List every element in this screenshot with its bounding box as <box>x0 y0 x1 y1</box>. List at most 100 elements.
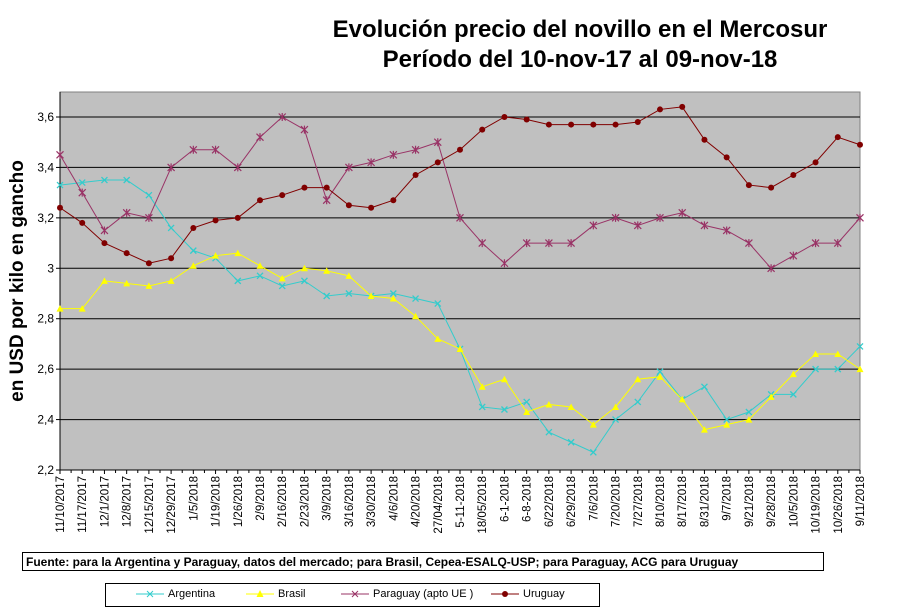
x-tick-label: 8/17/2018 <box>677 476 689 527</box>
data-point-argentina <box>745 408 753 416</box>
data-point-uruguay <box>745 182 752 189</box>
legend-item: Argentina <box>136 588 215 600</box>
data-point-brasil <box>767 393 775 400</box>
x-tick-label: 18/05/2018 <box>477 476 489 534</box>
data-point-brasil <box>367 292 375 300</box>
x-tick-label: 7/20/2018 <box>611 476 623 527</box>
data-point-uruguay <box>501 114 508 120</box>
data-point-argentina <box>323 292 331 300</box>
data-point-argentina <box>656 368 664 376</box>
data-point-argentina <box>478 403 486 411</box>
data-point-paraguay-apto-ue <box>300 125 309 134</box>
data-point-brasil <box>167 277 175 284</box>
data-point-paraguay-apto-ue <box>544 239 553 248</box>
x-tick-label: 2/23/2018 <box>299 476 311 527</box>
y-tick-label: 3,2 <box>37 211 54 225</box>
data-point-brasil <box>500 375 508 383</box>
data-point-argentina <box>412 295 420 303</box>
data-point-uruguay <box>279 192 286 199</box>
data-point-argentina <box>856 342 864 350</box>
legend-swatch-circle-icon <box>491 591 519 597</box>
data-point-paraguay-apto-ue <box>167 163 176 172</box>
legend-item: Paraguay (apto UE ) <box>341 588 473 600</box>
data-point-paraguay-apto-ue <box>56 150 64 159</box>
x-tick-label: 12/8/2017 <box>122 476 134 527</box>
data-point-uruguay <box>257 197 263 204</box>
data-point-brasil <box>212 252 220 259</box>
data-point-argentina <box>256 272 264 280</box>
x-tick-label: 11/10/2017 <box>55 476 67 533</box>
data-point-uruguay <box>768 184 775 191</box>
source-note: Fuente: para la Argentina y Paraguay, da… <box>22 552 824 571</box>
data-point-brasil <box>323 267 331 274</box>
data-point-brasil <box>189 262 197 269</box>
legend-label: Argentina <box>168 588 216 600</box>
data-point-paraguay-apto-ue <box>78 188 87 197</box>
data-point-brasil <box>434 335 442 342</box>
data-point-argentina <box>234 277 242 285</box>
data-point-uruguay <box>857 141 863 148</box>
data-point-paraguay-apto-ue <box>367 158 376 167</box>
data-point-brasil <box>278 274 286 282</box>
legend-swatch-triangle-icon <box>246 590 274 597</box>
data-point-argentina <box>56 181 64 189</box>
data-point-uruguay <box>457 146 463 153</box>
data-point-argentina <box>145 191 153 199</box>
data-point-argentina <box>567 438 575 446</box>
y-tick-label: 3 <box>47 261 54 275</box>
data-point-paraguay-apto-ue <box>411 145 420 154</box>
data-point-argentina <box>100 176 108 184</box>
data-point-brasil <box>789 370 797 378</box>
data-point-brasil <box>234 249 242 257</box>
legend-label: Uruguay <box>523 588 565 600</box>
data-point-brasil <box>856 365 864 373</box>
data-point-brasil <box>545 400 553 408</box>
data-point-argentina <box>812 365 820 373</box>
x-tick-label: 27/04/2018 <box>433 476 445 534</box>
legend: Argentina Brasil Paraguay (apto UE ) Urugua… <box>105 583 600 607</box>
x-tick-label: 6-1-2018 <box>499 476 511 522</box>
data-point-uruguay <box>568 121 575 128</box>
data-point-brasil <box>678 395 686 403</box>
data-point-brasil <box>123 279 131 287</box>
data-point-uruguay <box>390 197 397 204</box>
data-point-brasil <box>478 383 486 390</box>
x-tick-label: 2/9/2018 <box>255 476 267 521</box>
data-point-paraguay-apto-ue <box>678 208 687 217</box>
data-point-uruguay <box>145 260 152 267</box>
y-tick-label: 2,6 <box>37 362 54 376</box>
data-point-paraguay-apto-ue <box>811 239 820 248</box>
data-point-brasil <box>412 312 420 320</box>
data-point-argentina <box>345 290 353 297</box>
data-point-paraguay-apto-ue <box>856 213 864 222</box>
x-tick-label: 10/5/2018 <box>788 476 800 527</box>
data-point-uruguay <box>234 214 241 221</box>
data-point-paraguay-apto-ue <box>611 213 620 222</box>
data-point-uruguay <box>812 159 819 166</box>
data-point-argentina <box>834 365 842 373</box>
data-point-uruguay <box>679 103 686 110</box>
data-point-uruguay <box>368 204 375 211</box>
chart-subtitle: Período del 10-nov-17 al 09-nov-18 <box>382 46 778 73</box>
x-tick-label: 3/16/2018 <box>344 476 356 527</box>
x-tick-label: 6/22/2018 <box>544 476 556 527</box>
data-point-uruguay <box>612 121 619 128</box>
x-tick-label: 12/1/2017 <box>99 476 111 527</box>
data-point-paraguay-apto-ue <box>122 208 131 217</box>
data-point-uruguay <box>101 240 108 247</box>
data-point-paraguay-apto-ue <box>100 226 109 235</box>
data-point-uruguay <box>723 154 730 161</box>
data-point-paraguay-apto-ue <box>789 251 798 260</box>
x-tick-label: 9/28/2018 <box>766 476 778 527</box>
data-point-uruguay <box>657 106 663 113</box>
data-point-paraguay-apto-ue <box>433 138 442 147</box>
data-point-paraguay-apto-ue <box>589 221 598 230</box>
data-point-brasil <box>589 421 597 428</box>
data-point-uruguay <box>323 184 330 191</box>
data-point-brasil <box>389 295 397 302</box>
data-point-paraguay-apto-ue <box>478 239 487 248</box>
data-point-paraguay-apto-ue <box>189 145 198 154</box>
data-point-brasil <box>723 421 731 428</box>
x-tick-label: 3/9/2018 <box>322 476 334 521</box>
